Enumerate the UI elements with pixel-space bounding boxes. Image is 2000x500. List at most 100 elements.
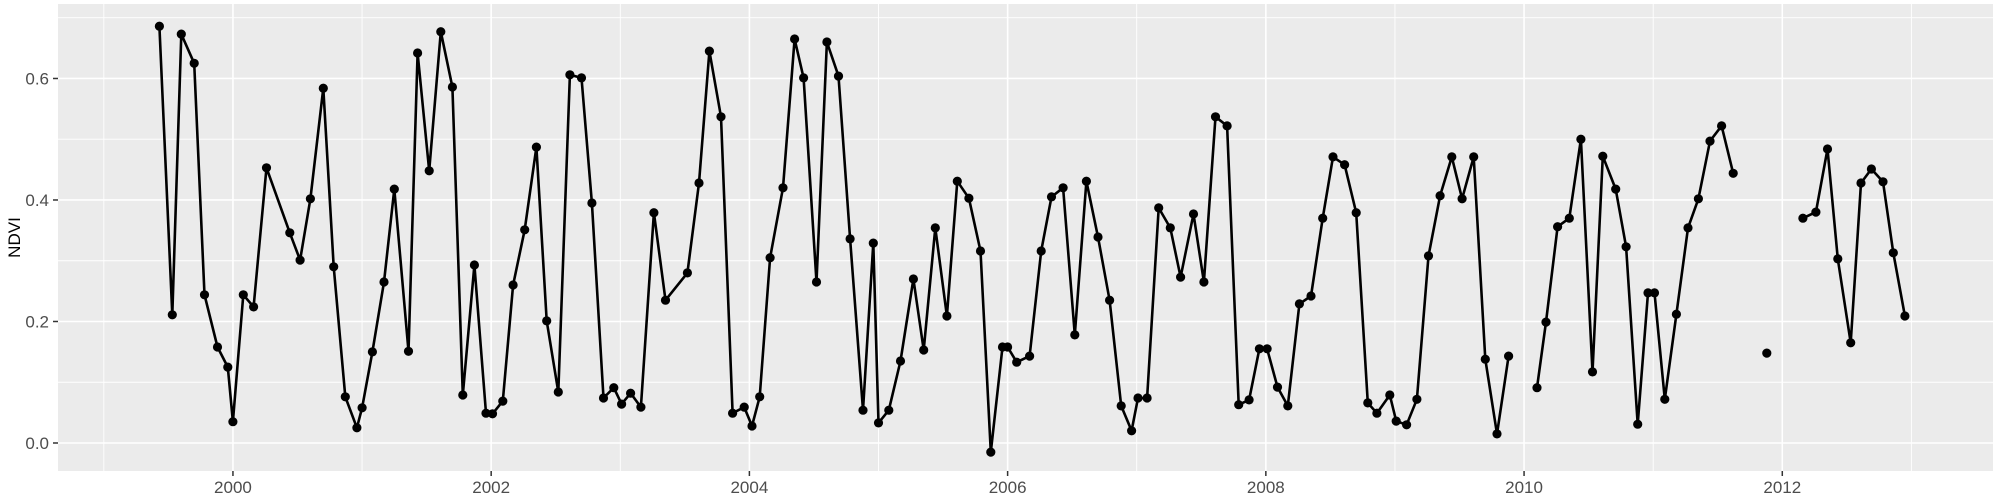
data-point: [1116, 401, 1126, 411]
data-point: [728, 408, 738, 418]
data-point: [1457, 194, 1467, 204]
data-point: [238, 290, 248, 300]
data-point: [1762, 348, 1772, 358]
data-point: [1363, 398, 1373, 408]
data-point: [1660, 394, 1670, 404]
data-point: [1294, 299, 1304, 309]
data-point: [919, 345, 929, 355]
data-point: [682, 268, 693, 278]
data-point: [318, 83, 328, 93]
y-axis-tick-label: 0.0: [25, 434, 49, 453]
data-point: [1447, 152, 1457, 162]
data-point: [357, 403, 367, 413]
x-axis-tick-label: 2006: [989, 478, 1027, 497]
data-point: [1856, 178, 1866, 188]
data-point: [531, 142, 542, 152]
data-point: [587, 198, 597, 208]
x-axis-tick-label: 2000: [214, 478, 252, 497]
data-point: [1541, 317, 1551, 327]
data-point: [799, 73, 809, 83]
data-point: [1262, 344, 1272, 354]
data-point: [1598, 151, 1608, 161]
data-point: [617, 399, 627, 409]
data-point: [261, 163, 272, 173]
data-point: [873, 418, 884, 428]
data-point: [1070, 330, 1080, 340]
data-point: [1272, 382, 1283, 392]
data-point: [154, 21, 164, 31]
data-point: [1469, 152, 1479, 162]
data-point: [660, 295, 671, 305]
data-point: [1402, 420, 1412, 430]
data-point: [487, 409, 498, 419]
data-point: [379, 277, 389, 287]
data-point: [352, 423, 362, 433]
data-point: [790, 34, 800, 44]
data-point: [1372, 408, 1382, 418]
y-axis-title: NDVI: [5, 217, 24, 258]
data-point: [1391, 416, 1401, 426]
data-point: [389, 184, 399, 194]
data-point: [1705, 136, 1715, 146]
y-axis-tick-label: 0.6: [25, 69, 49, 88]
data-point: [1058, 183, 1068, 193]
data-point: [908, 274, 919, 284]
data-point: [1133, 393, 1143, 403]
data-point: [469, 260, 479, 270]
data-point: [553, 387, 563, 397]
data-point: [755, 392, 765, 402]
data-point: [1693, 194, 1703, 204]
data-point: [1504, 351, 1514, 361]
x-axis-tick-label: 2012: [1763, 478, 1801, 497]
data-point: [1633, 419, 1643, 429]
data-point: [305, 194, 315, 204]
data-point: [228, 417, 238, 427]
data-point: [1210, 112, 1221, 122]
data-point: [822, 37, 832, 47]
data-point: [609, 383, 619, 393]
data-point: [704, 46, 715, 56]
data-point: [1846, 338, 1856, 348]
data-point: [975, 246, 986, 256]
data-point: [1866, 164, 1876, 174]
data-point: [778, 183, 788, 193]
data-point: [1671, 309, 1681, 319]
data-point: [212, 342, 223, 352]
data-point: [1649, 288, 1660, 298]
data-point: [986, 447, 996, 457]
data-point: [1176, 272, 1186, 282]
plot-panel: [58, 4, 1993, 471]
data-point: [1728, 168, 1738, 178]
data-point: [498, 396, 508, 406]
x-axis-tick-label: 2002: [472, 478, 510, 497]
data-point: [167, 310, 177, 320]
data-point: [565, 70, 575, 80]
data-point: [1878, 177, 1888, 187]
data-point: [1532, 383, 1542, 393]
data-point: [576, 73, 587, 83]
data-point: [542, 316, 552, 326]
data-point: [765, 253, 775, 263]
data-point: [508, 280, 518, 290]
data-point: [1254, 344, 1264, 354]
data-point: [1154, 203, 1164, 213]
data-point: [424, 166, 434, 176]
data-point: [1025, 351, 1035, 361]
data-point: [1105, 295, 1115, 305]
data-point: [1306, 291, 1316, 301]
y-axis-tick-label: 0.4: [25, 191, 49, 210]
data-point: [1283, 401, 1293, 411]
data-point: [636, 402, 646, 412]
data-point: [1222, 121, 1232, 131]
data-point: [436, 27, 446, 37]
data-point: [1012, 357, 1022, 367]
data-point: [845, 234, 855, 244]
data-point: [1798, 213, 1808, 223]
data-point: [1046, 192, 1057, 202]
data-point: [1621, 242, 1631, 252]
data-point: [1888, 248, 1898, 258]
data-point: [1199, 277, 1209, 287]
data-point: [1822, 144, 1833, 154]
data-point: [1833, 254, 1843, 264]
